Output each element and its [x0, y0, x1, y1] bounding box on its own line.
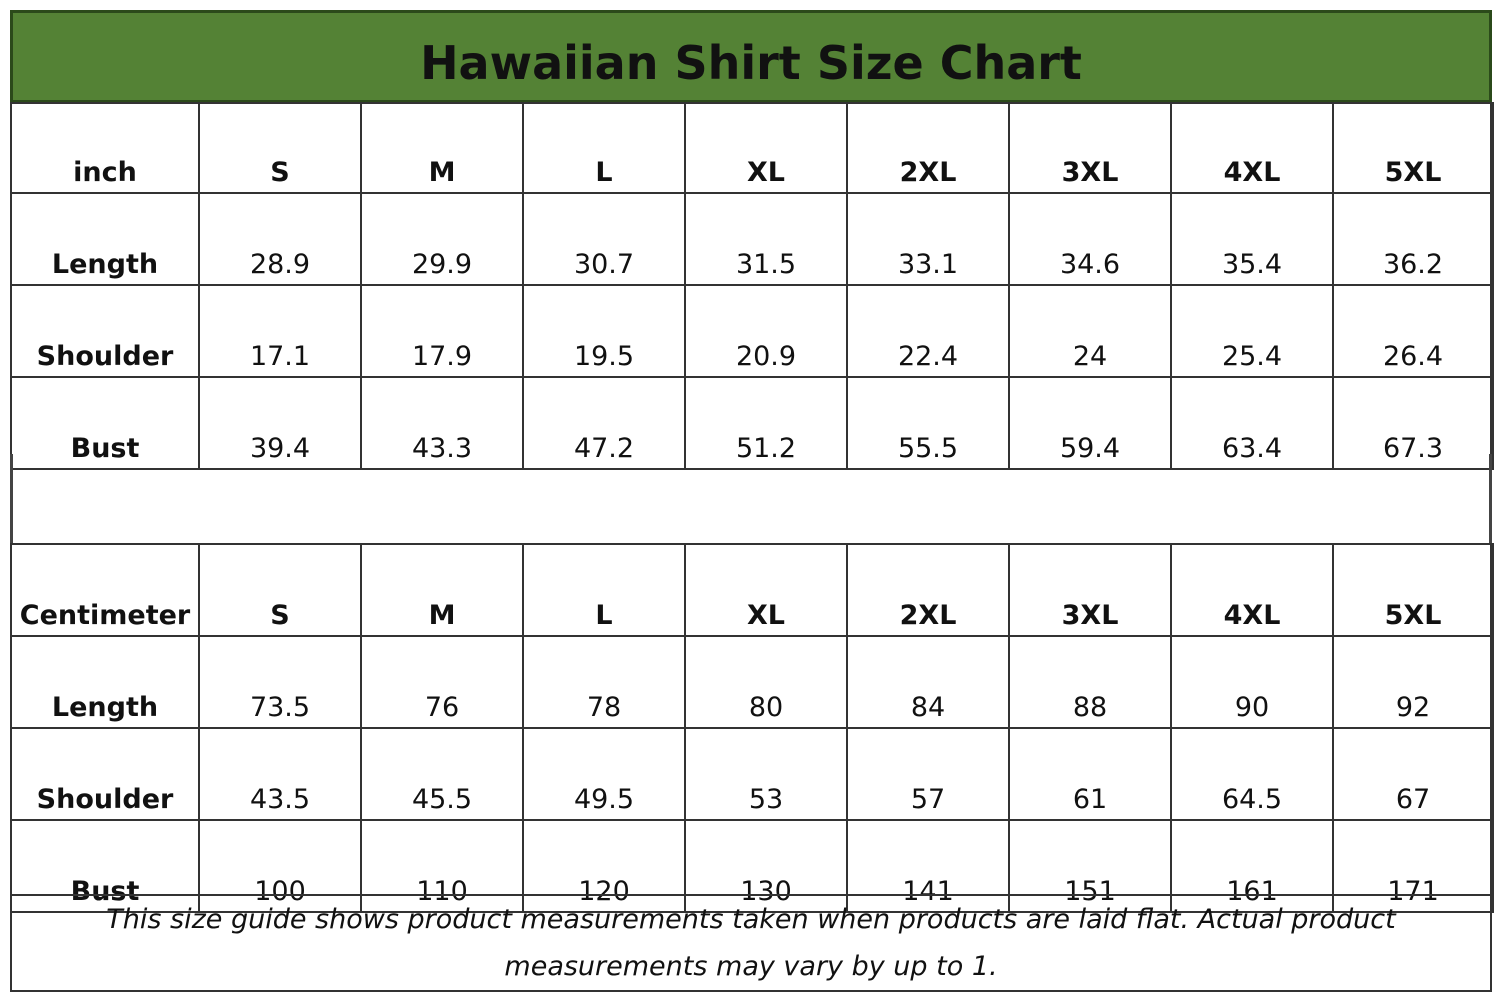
measurement-cell: 31.5 — [684, 192, 848, 286]
unit-header: inch — [10, 102, 200, 194]
table-row: Bust 100 110 120 130 141 151 161 171 — [10, 819, 1494, 913]
measurement-cell: 55.5 — [846, 376, 1010, 470]
unit-header: Centimeter — [10, 543, 200, 637]
measurement-cell: 88 — [1008, 635, 1172, 729]
measurement-cell: 17.1 — [198, 284, 362, 378]
measurement-cell: 80 — [684, 635, 848, 729]
row-label: Length — [10, 192, 200, 286]
measurement-cell: 171 — [1332, 819, 1494, 913]
measurement-cell: 76 — [360, 635, 524, 729]
measurement-cell: 29.9 — [360, 192, 524, 286]
table-row: Shoulder 43.5 45.5 49.5 53 57 61 64.5 67 — [10, 727, 1494, 821]
measurement-cell: 90 — [1170, 635, 1334, 729]
measurement-cell: 34.6 — [1008, 192, 1172, 286]
measurement-cell: 22.4 — [846, 284, 1010, 378]
measurement-cell: 84 — [846, 635, 1010, 729]
measurement-cell: 43.5 — [198, 727, 362, 821]
measurement-cell: 73.5 — [198, 635, 362, 729]
size-header: 4XL — [1170, 543, 1334, 637]
measurement-cell: 26.4 — [1332, 284, 1494, 378]
measurement-cell: 51.2 — [684, 376, 848, 470]
table-row: Length 73.5 76 78 80 84 88 90 92 — [10, 635, 1494, 729]
measurement-cell: 63.4 — [1170, 376, 1334, 470]
measurement-cell: 35.4 — [1170, 192, 1334, 286]
row-label: Shoulder — [10, 727, 200, 821]
size-header: L — [522, 543, 686, 637]
measurement-cell: 28.9 — [198, 192, 362, 286]
row-label: Shoulder — [10, 284, 200, 378]
size-header: M — [360, 102, 524, 194]
chart-title: Hawaiian Shirt Size Chart — [10, 10, 1492, 103]
size-header: S — [198, 543, 362, 637]
measurement-cell: 151 — [1008, 819, 1172, 913]
measurement-cell: 130 — [684, 819, 848, 913]
measurement-cell: 100 — [198, 819, 362, 913]
measurement-cell: 39.4 — [198, 376, 362, 470]
measurement-cell: 61 — [1008, 727, 1172, 821]
measurement-cell: 33.1 — [846, 192, 1010, 286]
size-header: 3XL — [1008, 543, 1172, 637]
row-label: Bust — [10, 376, 200, 470]
centimeter-size-table: Centimeter S M L XL 2XL 3XL 4XL 5XL Length 73.5 76 7… — [10, 543, 1494, 913]
measurement-cell: 20.9 — [684, 284, 848, 378]
size-header: XL — [684, 102, 848, 194]
size-header: 2XL — [846, 102, 1010, 194]
header-row: Centimeter S M L XL 2XL 3XL 4XL 5XL — [10, 543, 1494, 637]
size-header: S — [198, 102, 362, 194]
measurement-cell: 19.5 — [522, 284, 686, 378]
measurement-cell: 24 — [1008, 284, 1172, 378]
size-header: 3XL — [1008, 102, 1172, 194]
measurement-cell: 110 — [360, 819, 524, 913]
size-header: XL — [684, 543, 848, 637]
size-header: L — [522, 102, 686, 194]
measurement-cell: 45.5 — [360, 727, 524, 821]
measurement-cell: 120 — [522, 819, 686, 913]
measurement-cell: 161 — [1170, 819, 1334, 913]
measurement-cell: 49.5 — [522, 727, 686, 821]
measurement-cell: 92 — [1332, 635, 1494, 729]
size-header: M — [360, 543, 524, 637]
header-row: inch S M L XL 2XL 3XL 4XL 5XL — [10, 102, 1494, 194]
row-label: Bust — [10, 819, 200, 913]
measurement-cell: 43.3 — [360, 376, 524, 470]
size-header: 4XL — [1170, 102, 1334, 194]
table-row: Shoulder 17.1 17.9 19.5 20.9 22.4 24 25.4 26.4 — [10, 284, 1494, 378]
measurement-cell: 67.3 — [1332, 376, 1494, 470]
measurement-cell: 53 — [684, 727, 848, 821]
measurement-cell: 57 — [846, 727, 1010, 821]
row-label: Length — [10, 635, 200, 729]
inch-size-table: inch S M L XL 2XL 3XL 4XL 5XL Length 28.9 29.9 30.7 3… — [10, 102, 1494, 470]
measurement-cell: 25.4 — [1170, 284, 1334, 378]
size-header: 5XL — [1332, 543, 1494, 637]
measurement-cell: 36.2 — [1332, 192, 1494, 286]
size-header: 2XL — [846, 543, 1010, 637]
measurement-cell: 59.4 — [1008, 376, 1172, 470]
table-spacer — [10, 454, 1492, 544]
measurement-cell: 67 — [1332, 727, 1494, 821]
table-row: Length 28.9 29.9 30.7 31.5 33.1 34.6 35.4 36.2 — [10, 192, 1494, 286]
measurement-cell: 30.7 — [522, 192, 686, 286]
size-header: 5XL — [1332, 102, 1494, 194]
measurement-cell: 141 — [846, 819, 1010, 913]
measurement-note: This size guide shows product measuremen… — [10, 894, 1492, 992]
table-row: Bust 39.4 43.3 47.2 51.2 55.5 59.4 63.4 67.3 — [10, 376, 1494, 470]
measurement-cell: 78 — [522, 635, 686, 729]
measurement-cell: 64.5 — [1170, 727, 1334, 821]
measurement-cell: 47.2 — [522, 376, 686, 470]
measurement-cell: 17.9 — [360, 284, 524, 378]
